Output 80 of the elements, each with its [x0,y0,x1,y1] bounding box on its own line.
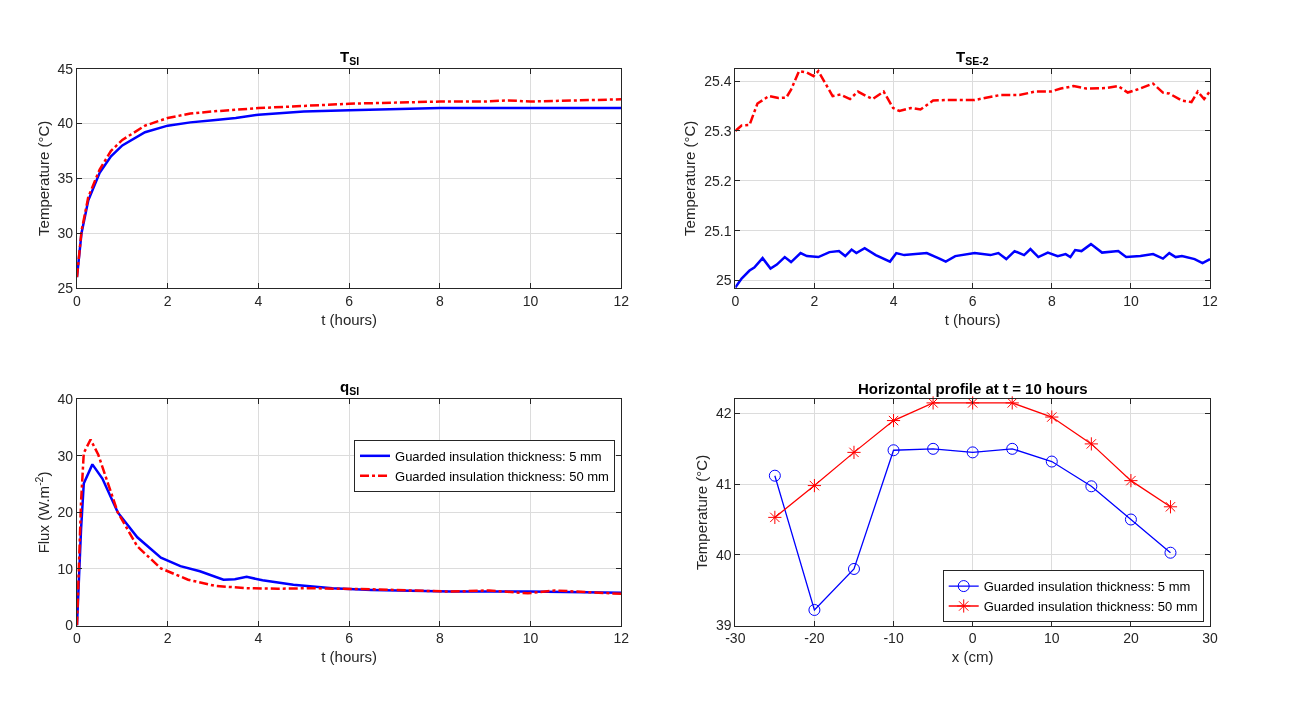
y-axis-title: Temperature (°C) [34,120,52,236]
x-tick-label: 4 [889,292,898,309]
y-tick-label: 45 [57,60,74,77]
y-tick-label: 42 [715,405,732,422]
line-series [735,69,1211,133]
x-tick-label: -20 [804,630,825,647]
y-tick-label: 35 [57,170,74,187]
y-tick-label: 41 [715,476,732,493]
y-tick-label: 30 [57,225,74,242]
x-tick-label: 4 [254,630,263,647]
x-axis-title: t (hours) [321,310,378,328]
point [847,562,860,575]
point [887,444,900,457]
y-axis-title: Temperature (°C) [681,120,699,236]
x-tick-label: 12 [613,292,630,309]
x-tick-label: 2 [163,630,172,647]
point [1123,473,1139,488]
x-tick-label: -10 [883,630,904,647]
x-tick-label: 6 [345,630,354,647]
y-tick-label: 25.3 [704,122,732,139]
point [846,445,862,460]
point [808,603,821,616]
line-series [735,242,1211,288]
x-axis-title: x (cm) [951,648,994,666]
x-tick-label: 8 [435,292,444,309]
point [1005,395,1020,410]
legend-label: Guarded insulation thickness: 50 mm [983,599,1198,615]
y-tick-label: 0 [65,617,74,634]
y-tick-label: 25.4 [704,72,732,89]
point [1006,442,1019,455]
point [1085,480,1098,493]
y-axis-title: Temperature (°C) [693,454,711,571]
y-tick-label: 25.1 [704,222,732,239]
y-tick-label: 20 [57,504,74,521]
x-tick-label: 20 [1123,630,1139,647]
x-tick-label: 12 [613,630,630,647]
point [1124,513,1137,526]
x-tick-label: 30 [1202,630,1219,647]
x-tick-label: 6 [345,292,354,309]
x-axis-title: t (hours) [321,648,378,666]
legend-label: Guarded insulation thickness: 50 mm [395,468,609,484]
y-tick-label: 40 [57,391,74,408]
point [807,478,822,493]
point [767,510,782,525]
point [927,442,940,455]
y-tick-label: 40 [715,546,732,563]
chart-title: T$_{SE-2}$ [956,48,989,68]
x-axis-title: t (hours) [944,310,1001,328]
legend-label: Guarded insulation thickness: 5 mm [395,448,602,464]
point [1084,436,1099,451]
chart-title: T$_{SI}$ [340,48,360,68]
point [926,395,941,410]
y-tick-label: 25 [715,272,732,289]
x-tick-label: 10 [522,630,539,647]
x-tick-label: 10 [522,292,539,309]
point [1045,455,1058,468]
x-tick-label: 8 [1047,292,1056,309]
point [886,413,901,428]
x-tick-label: 10 [1123,292,1139,309]
y-tick-label: 25.2 [704,172,732,189]
legend-label: Guarded insulation thickness: 5 mm [983,579,1191,595]
x-tick-label: 2 [810,292,819,309]
chart-title: Horizontal profile at t = 10 hours [858,380,1088,397]
point [1163,499,1178,514]
point [966,446,979,459]
point [768,469,781,482]
y-tick-label: 40 [57,115,74,132]
x-tick-label: 10 [1044,630,1060,647]
x-tick-label: 12 [1202,292,1219,309]
point [1164,546,1177,559]
x-tick-label: 0 [968,630,977,647]
point [1044,409,1059,425]
x-tick-label: 2 [163,292,172,309]
chart-title: q$_{SI}$ [340,378,360,398]
y-tick-label: 25 [57,279,74,296]
x-tick-label: 4 [254,292,263,309]
y-tick-label: 30 [57,447,74,464]
x-tick-label: 6 [968,292,977,309]
x-tick-label: 8 [435,630,444,647]
y-tick-label: 10 [57,560,74,577]
